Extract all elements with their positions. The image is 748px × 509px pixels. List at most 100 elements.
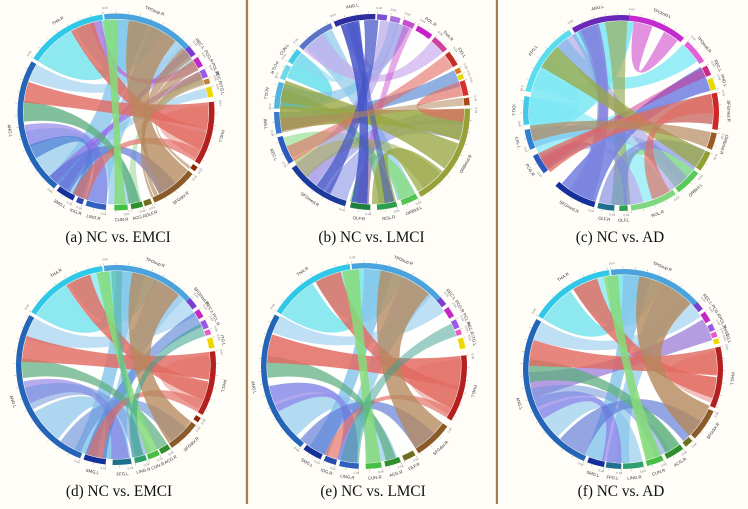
svg-text:0.04: 0.04 bbox=[523, 146, 529, 153]
svg-text:THA.R: THA.R bbox=[556, 271, 570, 282]
svg-text:0.04: 0.04 bbox=[168, 450, 175, 457]
svg-text:0.04: 0.04 bbox=[623, 213, 629, 217]
svg-text:PCG.R: PCG.R bbox=[269, 60, 279, 74]
svg-text:ITG.L: ITG.L bbox=[724, 332, 732, 344]
svg-text:OLF.L: OLF.L bbox=[618, 217, 630, 222]
svg-text:0.04: 0.04 bbox=[690, 35, 697, 42]
svg-text:SFGdor.R: SFGdor.R bbox=[182, 436, 199, 453]
svg-text:0.04: 0.04 bbox=[716, 74, 722, 81]
svg-text:0.04: 0.04 bbox=[443, 291, 450, 298]
svg-text:0.04: 0.04 bbox=[100, 212, 107, 217]
svg-text:SFGdor.R: SFGdor.R bbox=[705, 422, 720, 441]
svg-text:ANG.L: ANG.L bbox=[591, 4, 605, 12]
svg-text:CAL.L: CAL.L bbox=[514, 136, 522, 149]
svg-text:0.04: 0.04 bbox=[46, 187, 53, 194]
svg-text:0.04: 0.04 bbox=[378, 469, 385, 474]
svg-text:REC.R: REC.R bbox=[214, 70, 223, 84]
svg-text:0.04: 0.04 bbox=[720, 133, 725, 140]
svg-text:ACG.R: ACG.R bbox=[132, 213, 146, 221]
svg-text:0.04: 0.04 bbox=[293, 446, 300, 453]
svg-text:0.04: 0.04 bbox=[339, 207, 346, 213]
svg-text:IOG.R: IOG.R bbox=[69, 207, 82, 216]
svg-text:0.04: 0.04 bbox=[577, 461, 584, 467]
svg-text:INS.L: INS.L bbox=[262, 119, 268, 131]
svg-text:PHG.L: PHG.L bbox=[720, 74, 729, 88]
svg-text:ITG.L: ITG.L bbox=[219, 334, 226, 346]
svg-text:IOG.R: IOG.R bbox=[320, 467, 333, 476]
svg-text:(b) NC vs. LMCI: (b) NC vs. LMCI bbox=[318, 229, 424, 246]
svg-text:0.04: 0.04 bbox=[24, 303, 31, 310]
svg-text:0.04: 0.04 bbox=[376, 6, 382, 10]
svg-text:0.04: 0.04 bbox=[353, 471, 359, 475]
svg-text:0.04: 0.04 bbox=[202, 304, 209, 311]
svg-text:0.04: 0.04 bbox=[149, 205, 156, 211]
svg-text:TPOmid.L: TPOmid.L bbox=[652, 7, 672, 19]
svg-text:0.04: 0.04 bbox=[393, 208, 400, 213]
svg-text:0.04: 0.04 bbox=[517, 121, 522, 128]
svg-text:OLF.R: OLF.R bbox=[145, 209, 158, 218]
svg-text:0.04: 0.04 bbox=[195, 425, 202, 432]
svg-text:0.04: 0.04 bbox=[201, 51, 208, 58]
svg-text:0.04: 0.04 bbox=[473, 95, 478, 102]
svg-text:THA.R: THA.R bbox=[442, 29, 455, 42]
svg-text:0.04: 0.04 bbox=[269, 303, 276, 310]
svg-text:0.04: 0.04 bbox=[415, 200, 422, 206]
svg-text:0.04: 0.04 bbox=[397, 464, 404, 470]
svg-text:THA.R: THA.R bbox=[51, 15, 65, 26]
svg-text:0.04: 0.04 bbox=[268, 104, 272, 110]
svg-text:CUN.R: CUN.R bbox=[651, 468, 665, 477]
svg-text:0.04: 0.04 bbox=[127, 466, 134, 471]
svg-text:ACG.R: ACG.R bbox=[673, 456, 687, 467]
svg-text:0.04: 0.04 bbox=[329, 466, 336, 472]
svg-text:SFGdor.R: SFGdor.R bbox=[172, 190, 190, 205]
svg-text:0.04: 0.04 bbox=[719, 327, 725, 334]
svg-text:LING.R: LING.R bbox=[627, 474, 642, 480]
svg-text:0.04: 0.04 bbox=[721, 90, 726, 97]
svg-text:0.04: 0.04 bbox=[708, 306, 715, 313]
svg-text:THA.L: THA.L bbox=[721, 324, 730, 338]
svg-text:PCG.R: PCG.R bbox=[524, 163, 535, 177]
svg-text:THA.R: THA.R bbox=[296, 266, 310, 277]
svg-text:POL.R: POL.R bbox=[211, 62, 221, 76]
svg-text:TPOsup.R: TPOsup.R bbox=[393, 254, 414, 266]
svg-text:SFGmed.R: SFGmed.R bbox=[558, 199, 579, 214]
svg-text:0.04: 0.04 bbox=[681, 450, 688, 457]
svg-text:0.04: 0.04 bbox=[26, 50, 33, 57]
svg-text:0.04: 0.04 bbox=[567, 19, 574, 25]
svg-text:(e) NC vs. LMCI: (e) NC vs. LMCI bbox=[320, 483, 425, 500]
svg-text:POL.R: POL.R bbox=[424, 16, 438, 27]
svg-text:FFG.L: FFG.L bbox=[528, 43, 539, 56]
svg-text:0.04: 0.04 bbox=[212, 75, 218, 82]
svg-text:0.04: 0.04 bbox=[451, 301, 458, 308]
svg-text:REC.L: REC.L bbox=[713, 59, 723, 73]
svg-text:TPOsup.R: TPOsup.R bbox=[145, 257, 166, 269]
svg-text:SMG.L: SMG.L bbox=[53, 198, 68, 210]
svg-text:ANG.L: ANG.L bbox=[9, 395, 18, 409]
svg-text:0.04: 0.04 bbox=[274, 72, 280, 79]
svg-text:PHG.L: PHG.L bbox=[470, 385, 478, 399]
svg-text:LING.R: LING.R bbox=[86, 213, 101, 221]
svg-text:SMG.L: SMG.L bbox=[586, 470, 601, 479]
svg-text:0.04: 0.04 bbox=[452, 46, 459, 53]
svg-text:0.04: 0.04 bbox=[280, 53, 287, 60]
svg-text:IOG.L: IOG.L bbox=[511, 104, 516, 116]
svg-text:0.04: 0.04 bbox=[200, 418, 207, 425]
svg-text:0.04: 0.04 bbox=[446, 427, 453, 434]
svg-text:REC.R: REC.R bbox=[466, 321, 475, 335]
svg-text:0.04: 0.04 bbox=[459, 315, 465, 322]
svg-text:OLF.R: OLF.R bbox=[598, 215, 611, 222]
svg-text:ORBmid.R: ORBmid.R bbox=[719, 134, 730, 155]
svg-text:0.04: 0.04 bbox=[712, 154, 718, 161]
svg-text:0.04: 0.04 bbox=[208, 315, 214, 322]
svg-text:0.04: 0.04 bbox=[219, 349, 224, 356]
svg-text:TPOsup.R: TPOsup.R bbox=[145, 5, 166, 17]
svg-text:0.04: 0.04 bbox=[466, 70, 472, 77]
svg-text:0.04: 0.04 bbox=[365, 212, 371, 216]
svg-text:0.04: 0.04 bbox=[463, 63, 469, 70]
svg-text:SMG.L: SMG.L bbox=[300, 457, 315, 468]
svg-text:0.04: 0.04 bbox=[139, 208, 146, 213]
svg-text:ROL.R: ROL.R bbox=[382, 214, 396, 221]
svg-text:PCG.R: PCG.R bbox=[710, 304, 721, 318]
svg-text:0.04: 0.04 bbox=[598, 468, 605, 473]
svg-text:PHG.L: PHG.L bbox=[220, 379, 227, 393]
